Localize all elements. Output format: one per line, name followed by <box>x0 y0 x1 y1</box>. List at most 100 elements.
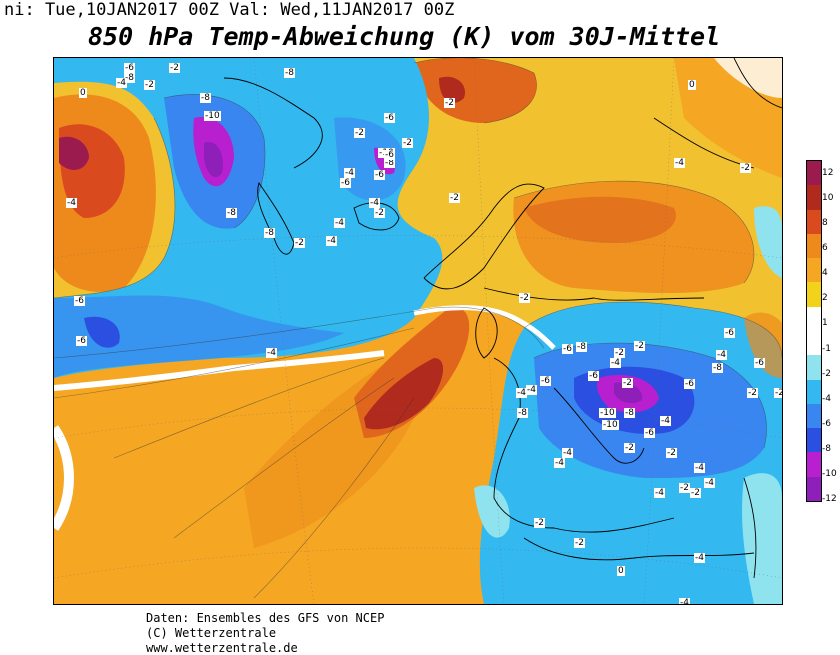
color-scale-segment <box>807 282 821 307</box>
contour-label: -6 <box>754 358 765 368</box>
contour-label: -2 <box>354 128 365 138</box>
contour-label: -2 <box>449 193 460 203</box>
color-scale-segment <box>807 233 821 259</box>
contour-label: -2 <box>534 518 545 528</box>
footer-website: www.wetterzentrale.de <box>146 641 298 655</box>
init-valid-line: ni: Tue,10JAN2017 00Z Val: Wed,11JAN2017… <box>4 0 455 20</box>
contour-label: -2 <box>690 488 701 498</box>
contour-label: -2 <box>144 80 155 90</box>
contour-label: -4 <box>704 478 715 488</box>
contour-label: -6 <box>540 376 551 386</box>
anomaly-map: -6-8-4-4-2-20-8-10-8-6-4-2-2-4-6-10-8-6-… <box>53 57 783 605</box>
contour-label: -6 <box>588 371 599 381</box>
color-scale-tick-label: 2 <box>822 293 828 304</box>
contour-label: -4 <box>694 553 705 563</box>
contour-label: -4 <box>526 385 537 395</box>
contour-label: -8 <box>200 93 211 103</box>
color-scale-tick-label: -8 <box>822 443 831 454</box>
contour-label: -2 <box>294 238 305 248</box>
contour-label: -4 <box>660 416 671 426</box>
contour-label: -6 <box>340 178 351 188</box>
contour-label: -8 <box>517 408 528 418</box>
anomaly-field <box>54 58 782 604</box>
contour-label: -4 <box>369 198 380 208</box>
color-scale-segment <box>807 185 821 210</box>
color-scale-tick-label: 10 <box>822 193 834 204</box>
color-scale-tick-label: 12 <box>822 168 834 178</box>
contour-label: -4 <box>266 348 277 358</box>
contour-label: -2 <box>444 98 455 108</box>
contour-label: -8 <box>226 208 237 218</box>
color-scale-segment <box>807 330 821 356</box>
map-title: 850 hPa Temp-Abweichung (K) vom 30J-Mitt… <box>88 22 721 51</box>
color-scale-tick-label: -10 <box>822 468 837 479</box>
contour-label: -8 <box>264 228 275 238</box>
contour-label: -4 <box>679 598 690 604</box>
contour-label: -6 <box>384 113 395 123</box>
contour-label: -10 <box>602 420 619 430</box>
contour-label: -4 <box>334 218 345 228</box>
contour-label: -2 <box>679 483 690 493</box>
contour-label: -4 <box>344 168 355 178</box>
contour-label: -2 <box>624 443 635 453</box>
contour-label: -4 <box>516 388 527 398</box>
contour-label: -6 <box>374 170 385 180</box>
contour-label: -2 <box>622 378 633 388</box>
contour-label: -6 <box>562 344 573 354</box>
contour-label: -4 <box>610 358 621 368</box>
color-scale-bar <box>806 160 822 502</box>
contour-label: -2 <box>666 448 677 458</box>
color-scale-segment <box>807 403 821 429</box>
contour-label: -6 <box>644 428 655 438</box>
contour-label: 0 <box>688 80 696 90</box>
contour-label: -2 <box>747 388 758 398</box>
contour-label: -2 <box>519 293 530 303</box>
contour-label: -6 <box>724 328 735 338</box>
contour-label: -4 <box>554 458 565 468</box>
color-scale-segment <box>807 428 821 453</box>
contour-label: -2 <box>614 348 625 358</box>
contour-label: -8 <box>576 342 587 352</box>
footer-data-source: Daten: Ensembles des GFS von NCEP <box>146 611 385 625</box>
color-scale-segment <box>807 258 821 283</box>
color-scale-tick-label: -4 <box>822 393 831 404</box>
color-scale-tick-label: -6 <box>822 418 831 429</box>
contour-label: -4 <box>654 488 665 498</box>
contour-label: -4 <box>326 236 337 246</box>
color-scale-tick-label: 4 <box>822 268 828 279</box>
color-scale-segment <box>807 379 821 404</box>
contour-label: -6 <box>74 296 85 306</box>
contour-label: -6 <box>76 336 87 346</box>
color-scale-tick-label: -2 <box>822 368 831 379</box>
footer-copyright: (C) Wetterzentrale <box>146 626 277 640</box>
contour-label: -6 <box>384 150 395 160</box>
contour-label: -8 <box>124 73 135 83</box>
contour-label: -4 <box>716 350 727 360</box>
contour-label: -4 <box>694 463 705 473</box>
color-scale-tick-label: 8 <box>822 218 828 229</box>
contour-label: -2 <box>740 163 751 173</box>
contour-label: -8 <box>284 68 295 78</box>
contour-label: -8 <box>712 363 723 373</box>
contour-label: -4 <box>66 198 77 208</box>
color-scale-tick-label: 1 <box>822 318 828 329</box>
color-scale-segment <box>807 355 821 380</box>
contour-label: -2 <box>374 208 385 218</box>
contour-label: -4 <box>116 78 127 88</box>
color-scale-tick-label: 6 <box>822 243 828 254</box>
contour-label: 0 <box>79 88 87 98</box>
contour-label: -6 <box>684 379 695 389</box>
contour-label: -4 <box>674 158 685 168</box>
contour-label: 0 <box>617 566 625 576</box>
color-scale-segment <box>807 452 821 477</box>
contour-label: -4 <box>562 448 573 458</box>
contour-label: -10 <box>204 111 221 121</box>
color-scale-segment <box>807 161 821 186</box>
color-scale-segment <box>807 209 821 234</box>
contour-label: -2 <box>169 63 180 73</box>
color-scale-segment <box>807 476 821 501</box>
contour-label: -2 <box>402 138 413 148</box>
color-scale-tick-label: -12 <box>822 494 837 504</box>
contour-label: -2 <box>634 341 645 351</box>
contour-label: -10 <box>599 408 616 418</box>
